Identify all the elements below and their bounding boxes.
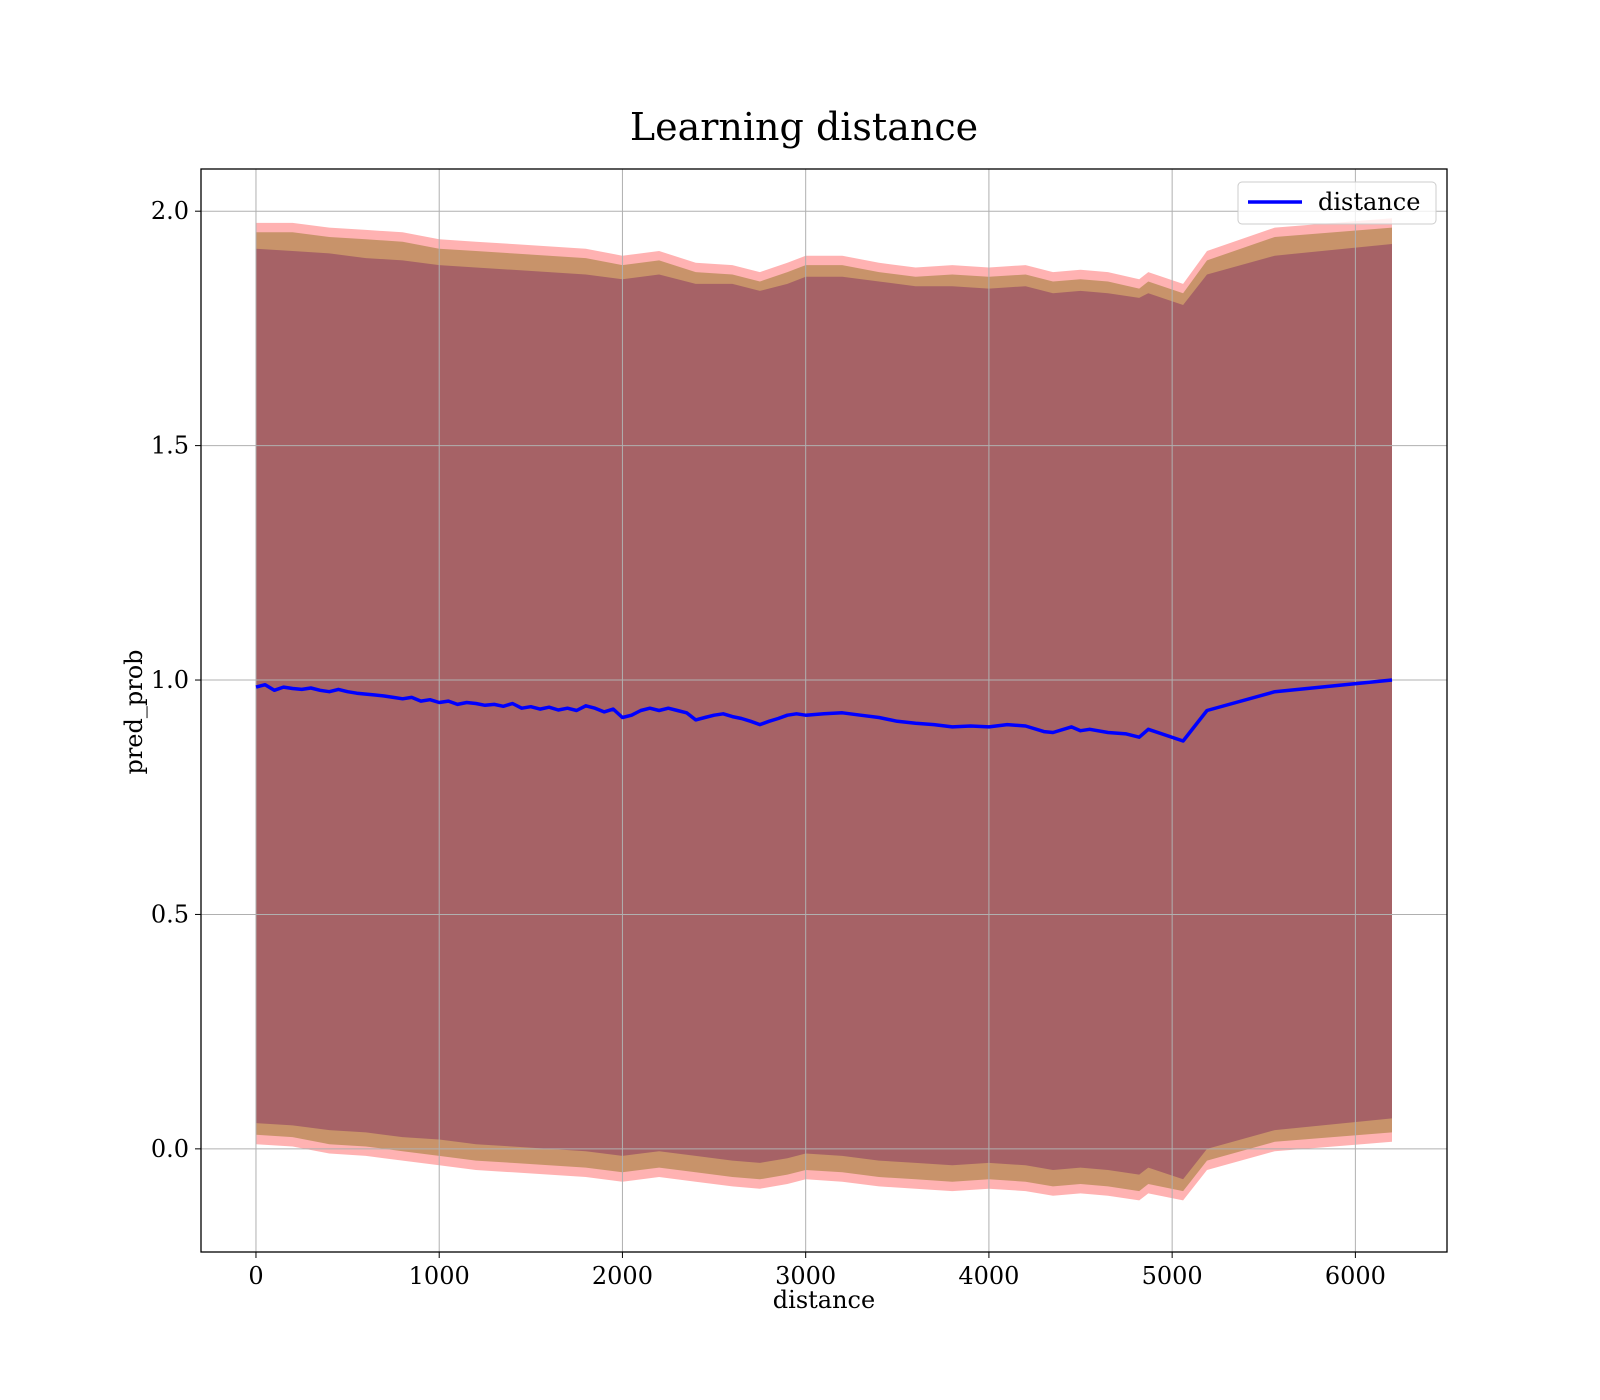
- y-tick-label-0: 0.0: [151, 1135, 189, 1163]
- x-tick-label-1: 1000: [409, 1262, 470, 1290]
- legend-label-distance: distance: [1318, 188, 1420, 216]
- chart-title: Learning distance: [630, 105, 978, 149]
- x-tick-label-2: 2000: [592, 1262, 653, 1290]
- series-line-0: [255, 678, 1393, 743]
- x-axis-label: distance: [773, 1286, 875, 1314]
- series-lines: [255, 678, 1393, 743]
- y-tick-label-1: 0.5: [151, 900, 189, 928]
- y-axis-label: pred_prob: [120, 649, 148, 774]
- y-tick-label-3: 1.5: [151, 432, 189, 460]
- x-tick-label-5: 5000: [1142, 1262, 1203, 1290]
- y-tick-label-4: 2.0: [151, 197, 189, 225]
- x-tick-label-0: 0: [248, 1262, 263, 1290]
- legend: distance: [1237, 181, 1437, 225]
- plot-area-frame: [200, 168, 1448, 1253]
- x-tick-label-6: 6000: [1325, 1262, 1386, 1290]
- x-tick-label-3: 3000: [775, 1262, 836, 1290]
- band-2: [256, 244, 1392, 1180]
- confidence-bands: [256, 218, 1392, 1201]
- x-tick-label-4: 4000: [958, 1262, 1019, 1290]
- y-tick-label-2: 1.0: [151, 666, 189, 694]
- x-axis-ticks: 0 1000 2000 3000 4000 5000 6000: [248, 1252, 1386, 1290]
- y-axis-ticks: 0.0 0.5 1.0 1.5 2.0: [151, 197, 201, 1163]
- legend-box: [1237, 181, 1437, 225]
